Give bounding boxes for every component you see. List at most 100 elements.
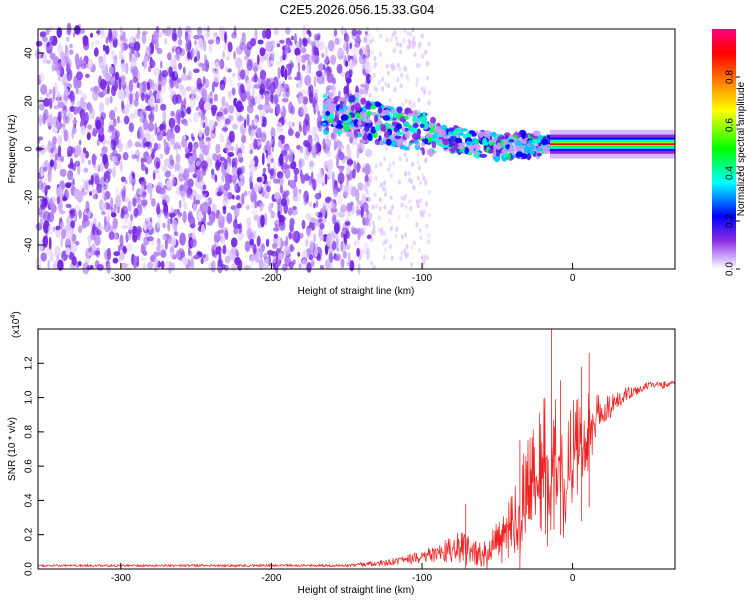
heatmap-cell bbox=[42, 53, 47, 64]
heatmap-cell bbox=[479, 153, 488, 158]
heatmap-cell bbox=[365, 50, 369, 56]
heatmap-cell bbox=[407, 113, 415, 117]
heatmap-cell bbox=[326, 138, 329, 143]
heatmap-cell bbox=[354, 42, 360, 48]
heatmap-cell bbox=[99, 162, 104, 172]
heatmap-cell bbox=[313, 75, 317, 88]
heatmap-cell bbox=[337, 172, 345, 185]
heatmap-cell bbox=[58, 217, 63, 230]
heatmap-cell bbox=[375, 203, 378, 209]
heatmap-cell bbox=[201, 63, 207, 72]
heatmap-cell bbox=[395, 123, 402, 130]
heatmap-cell bbox=[380, 123, 386, 132]
heatmap-cell bbox=[86, 132, 91, 141]
heatmap-cell bbox=[167, 164, 174, 169]
heatmap-cell bbox=[77, 225, 83, 234]
heatmap-cell bbox=[281, 139, 285, 144]
heatmap-cell bbox=[238, 180, 244, 187]
heatmap-cell bbox=[383, 180, 386, 186]
heatmap-cell bbox=[317, 32, 321, 41]
heatmap-cell bbox=[411, 40, 415, 45]
heatmap-cell bbox=[395, 41, 399, 47]
heatmap-cell bbox=[80, 101, 87, 108]
heatmap-cell bbox=[240, 69, 246, 80]
heatmap-cell bbox=[254, 200, 258, 209]
heatmap-cell bbox=[348, 67, 353, 78]
heatmap-cell bbox=[221, 164, 225, 174]
spectrogram-x-label: Height of straight line (km) bbox=[298, 286, 415, 297]
heatmap-cell bbox=[306, 262, 312, 273]
heatmap-cell bbox=[237, 152, 243, 159]
heatmap-cell bbox=[346, 130, 354, 138]
heatmap-cell bbox=[408, 198, 412, 204]
heatmap-cell bbox=[346, 165, 351, 175]
heatmap-cell bbox=[257, 104, 265, 111]
heatmap-cell bbox=[132, 255, 138, 269]
heatmap-cell bbox=[377, 215, 381, 220]
heatmap-cell bbox=[134, 141, 141, 148]
heatmap-cell bbox=[185, 40, 189, 52]
heatmap-cell bbox=[189, 223, 196, 229]
heatmap-cell bbox=[147, 236, 154, 242]
heatmap-cell bbox=[412, 122, 419, 129]
heatmap-cell bbox=[291, 121, 295, 128]
heatmap-cell bbox=[325, 126, 330, 131]
heatmap-cell bbox=[208, 119, 215, 132]
heatmap-cell bbox=[37, 239, 44, 253]
heatmap-cell bbox=[329, 108, 335, 114]
heatmap-cell bbox=[373, 85, 377, 91]
heatmap-cell bbox=[268, 203, 273, 214]
heatmap-cell bbox=[181, 256, 189, 266]
heatmap-cell bbox=[483, 130, 492, 138]
heatmap-cell bbox=[39, 218, 44, 226]
heatmap-cell bbox=[122, 245, 127, 255]
heatmap-cell bbox=[121, 189, 126, 202]
heatmap-cell bbox=[279, 221, 285, 228]
heatmap-cell bbox=[214, 121, 218, 127]
heatmap-cell bbox=[378, 80, 381, 86]
heatmap-cell bbox=[181, 73, 189, 81]
heatmap-cell bbox=[363, 49, 367, 55]
heatmap-cell bbox=[289, 44, 293, 51]
heatmap-cell bbox=[478, 130, 484, 138]
heatmap-cell bbox=[337, 144, 345, 150]
heatmap-cell bbox=[62, 122, 66, 134]
heatmap-cell bbox=[178, 173, 185, 183]
heatmap-cell bbox=[200, 116, 204, 128]
heatmap-cell bbox=[315, 70, 323, 77]
heatmap-cell bbox=[164, 37, 168, 45]
heatmap-cell bbox=[311, 54, 318, 62]
spectrogram-y-label: Frequency (Hz) bbox=[7, 115, 18, 184]
heatmap-cell bbox=[44, 146, 48, 153]
heatmap-cell bbox=[379, 112, 385, 117]
heatmap-cell bbox=[399, 42, 403, 48]
heatmap-cell bbox=[346, 42, 349, 55]
heatmap-cell bbox=[367, 133, 373, 141]
heatmap-cell bbox=[120, 251, 125, 261]
heatmap-cell bbox=[49, 36, 54, 42]
heatmap-cell bbox=[82, 35, 89, 47]
heatmap-cell bbox=[58, 250, 62, 256]
heatmap-cell bbox=[105, 72, 110, 81]
heatmap-cell bbox=[200, 224, 206, 236]
heatmap-cell bbox=[187, 178, 194, 188]
heatmap-cell bbox=[62, 117, 66, 129]
heatmap-cell bbox=[543, 145, 550, 151]
heatmap-cell bbox=[342, 223, 347, 235]
heatmap-cell bbox=[421, 138, 426, 143]
heatmap-cell bbox=[263, 262, 270, 270]
heatmap-cell bbox=[101, 202, 107, 211]
heatmap-cell bbox=[363, 92, 367, 98]
heatmap-cell bbox=[325, 150, 333, 158]
heatmap-cell bbox=[337, 48, 344, 57]
heatmap-cell bbox=[327, 92, 334, 98]
heatmap-cell bbox=[318, 63, 325, 71]
heatmap-cell bbox=[259, 87, 265, 96]
heatmap-cell bbox=[248, 95, 255, 108]
heatmap-cell bbox=[129, 93, 133, 105]
heatmap-cell bbox=[270, 158, 274, 163]
heatmap-cell bbox=[124, 85, 130, 98]
heatmap-cell bbox=[298, 158, 305, 168]
heatmap-cell bbox=[303, 140, 310, 147]
heatmap-cell bbox=[158, 173, 162, 182]
